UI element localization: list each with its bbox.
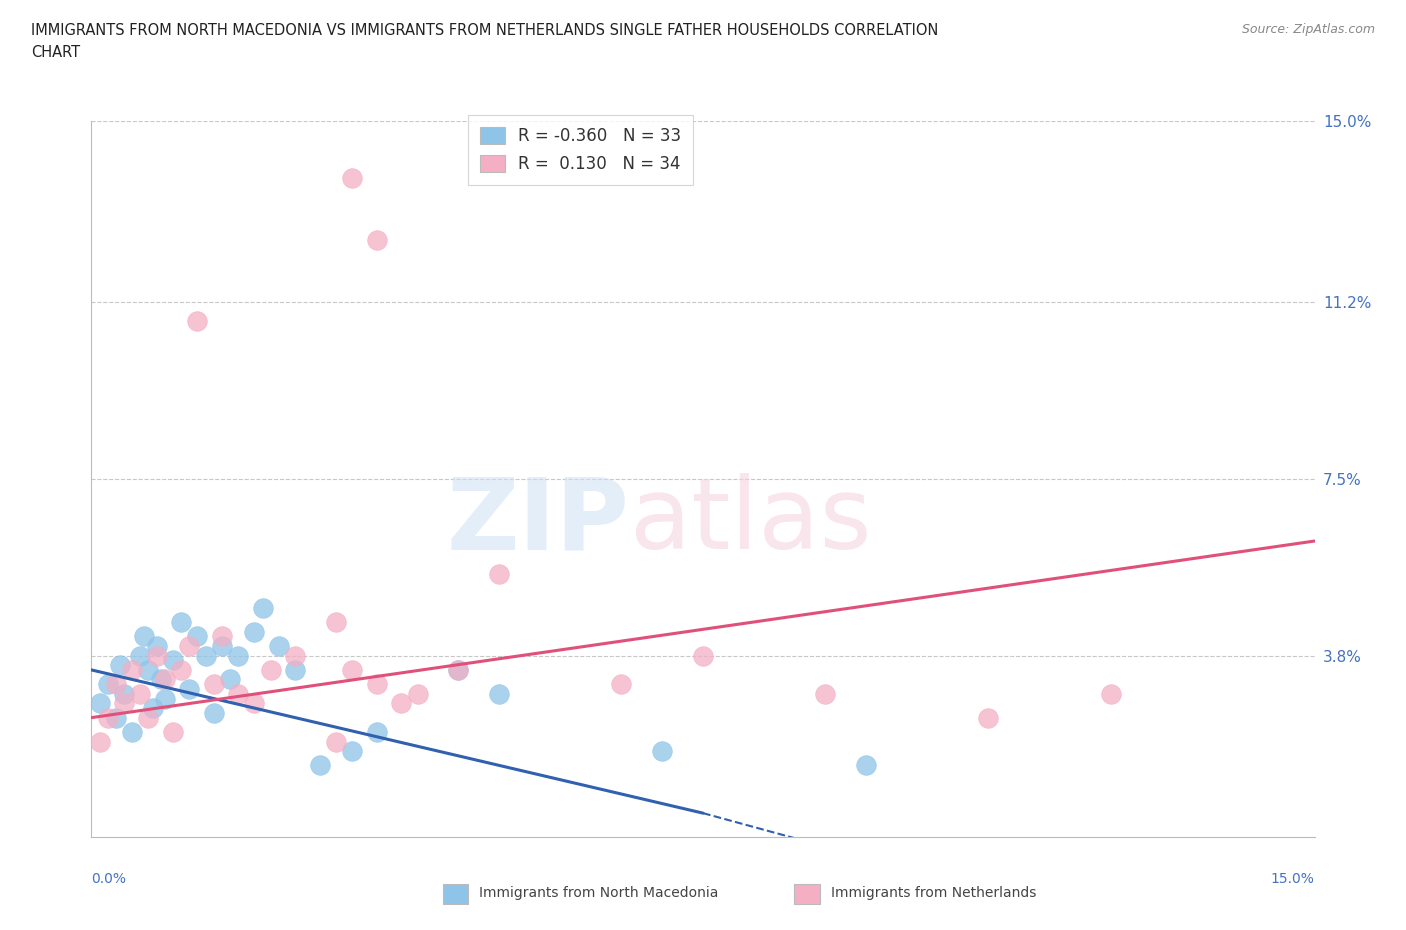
Point <box>692 648 714 663</box>
Point <box>129 648 152 663</box>
Point <box>342 171 364 186</box>
Point <box>366 232 388 247</box>
Point <box>211 639 233 654</box>
Point <box>226 648 249 663</box>
Text: IMMIGRANTS FROM NORTH MACEDONIA VS IMMIGRANTS FROM NETHERLANDS SINGLE FATHER HOU: IMMIGRANTS FROM NORTH MACEDONIA VS IMMIG… <box>31 23 938 38</box>
Point <box>186 629 208 644</box>
Legend: R = -0.360   N = 33, R =  0.130   N = 34: R = -0.360 N = 33, R = 0.130 N = 34 <box>468 115 693 184</box>
Point <box>104 677 127 692</box>
Point <box>267 639 290 654</box>
Point <box>219 672 242 687</box>
Point <box>162 653 184 668</box>
Point <box>112 696 135 711</box>
Point <box>141 700 163 715</box>
Point <box>121 662 143 677</box>
Text: Source: ZipAtlas.com: Source: ZipAtlas.com <box>1241 23 1375 36</box>
Point <box>149 672 172 687</box>
Point <box>138 662 160 677</box>
Point <box>121 724 143 739</box>
Point <box>977 711 1000 725</box>
Point <box>447 662 470 677</box>
Point <box>243 624 266 639</box>
Point <box>814 686 837 701</box>
Point <box>252 601 274 616</box>
Point <box>162 724 184 739</box>
Point <box>308 758 330 773</box>
Point <box>153 672 176 687</box>
Point <box>366 724 388 739</box>
Point <box>610 677 633 692</box>
Point <box>129 686 152 701</box>
Point <box>366 677 388 692</box>
Point <box>447 662 470 677</box>
Point <box>389 696 412 711</box>
Point <box>104 711 127 725</box>
Text: CHART: CHART <box>31 45 80 60</box>
Point <box>145 648 167 663</box>
Point <box>1099 686 1122 701</box>
Point <box>488 686 510 701</box>
Point <box>170 662 193 677</box>
Point <box>325 615 347 630</box>
Point <box>202 677 225 692</box>
Point <box>153 691 176 706</box>
Text: Immigrants from Netherlands: Immigrants from Netherlands <box>831 885 1036 900</box>
Point <box>651 744 673 759</box>
Point <box>260 662 283 677</box>
Point <box>97 677 120 692</box>
Point <box>145 639 167 654</box>
Point <box>179 682 201 697</box>
Point <box>211 629 233 644</box>
Point <box>194 648 217 663</box>
Point <box>406 686 429 701</box>
Point <box>488 567 510 582</box>
Point <box>89 696 111 711</box>
Text: ZIP: ZIP <box>447 473 630 570</box>
Point <box>202 706 225 721</box>
Point <box>342 744 364 759</box>
Point <box>97 711 120 725</box>
Point <box>179 639 201 654</box>
Text: atlas: atlas <box>630 473 872 570</box>
Point <box>855 758 877 773</box>
Point <box>112 686 135 701</box>
Point <box>325 734 347 749</box>
Text: 15.0%: 15.0% <box>1271 872 1315 886</box>
Point <box>243 696 266 711</box>
Point <box>108 658 131 672</box>
Point <box>89 734 111 749</box>
Point <box>170 615 193 630</box>
Point <box>186 314 208 329</box>
Text: 0.0%: 0.0% <box>91 872 127 886</box>
Point <box>138 711 160 725</box>
Point <box>284 662 307 677</box>
Point <box>342 662 364 677</box>
Point <box>226 686 249 701</box>
Point <box>284 648 307 663</box>
Point <box>134 629 156 644</box>
Text: Immigrants from North Macedonia: Immigrants from North Macedonia <box>479 885 718 900</box>
